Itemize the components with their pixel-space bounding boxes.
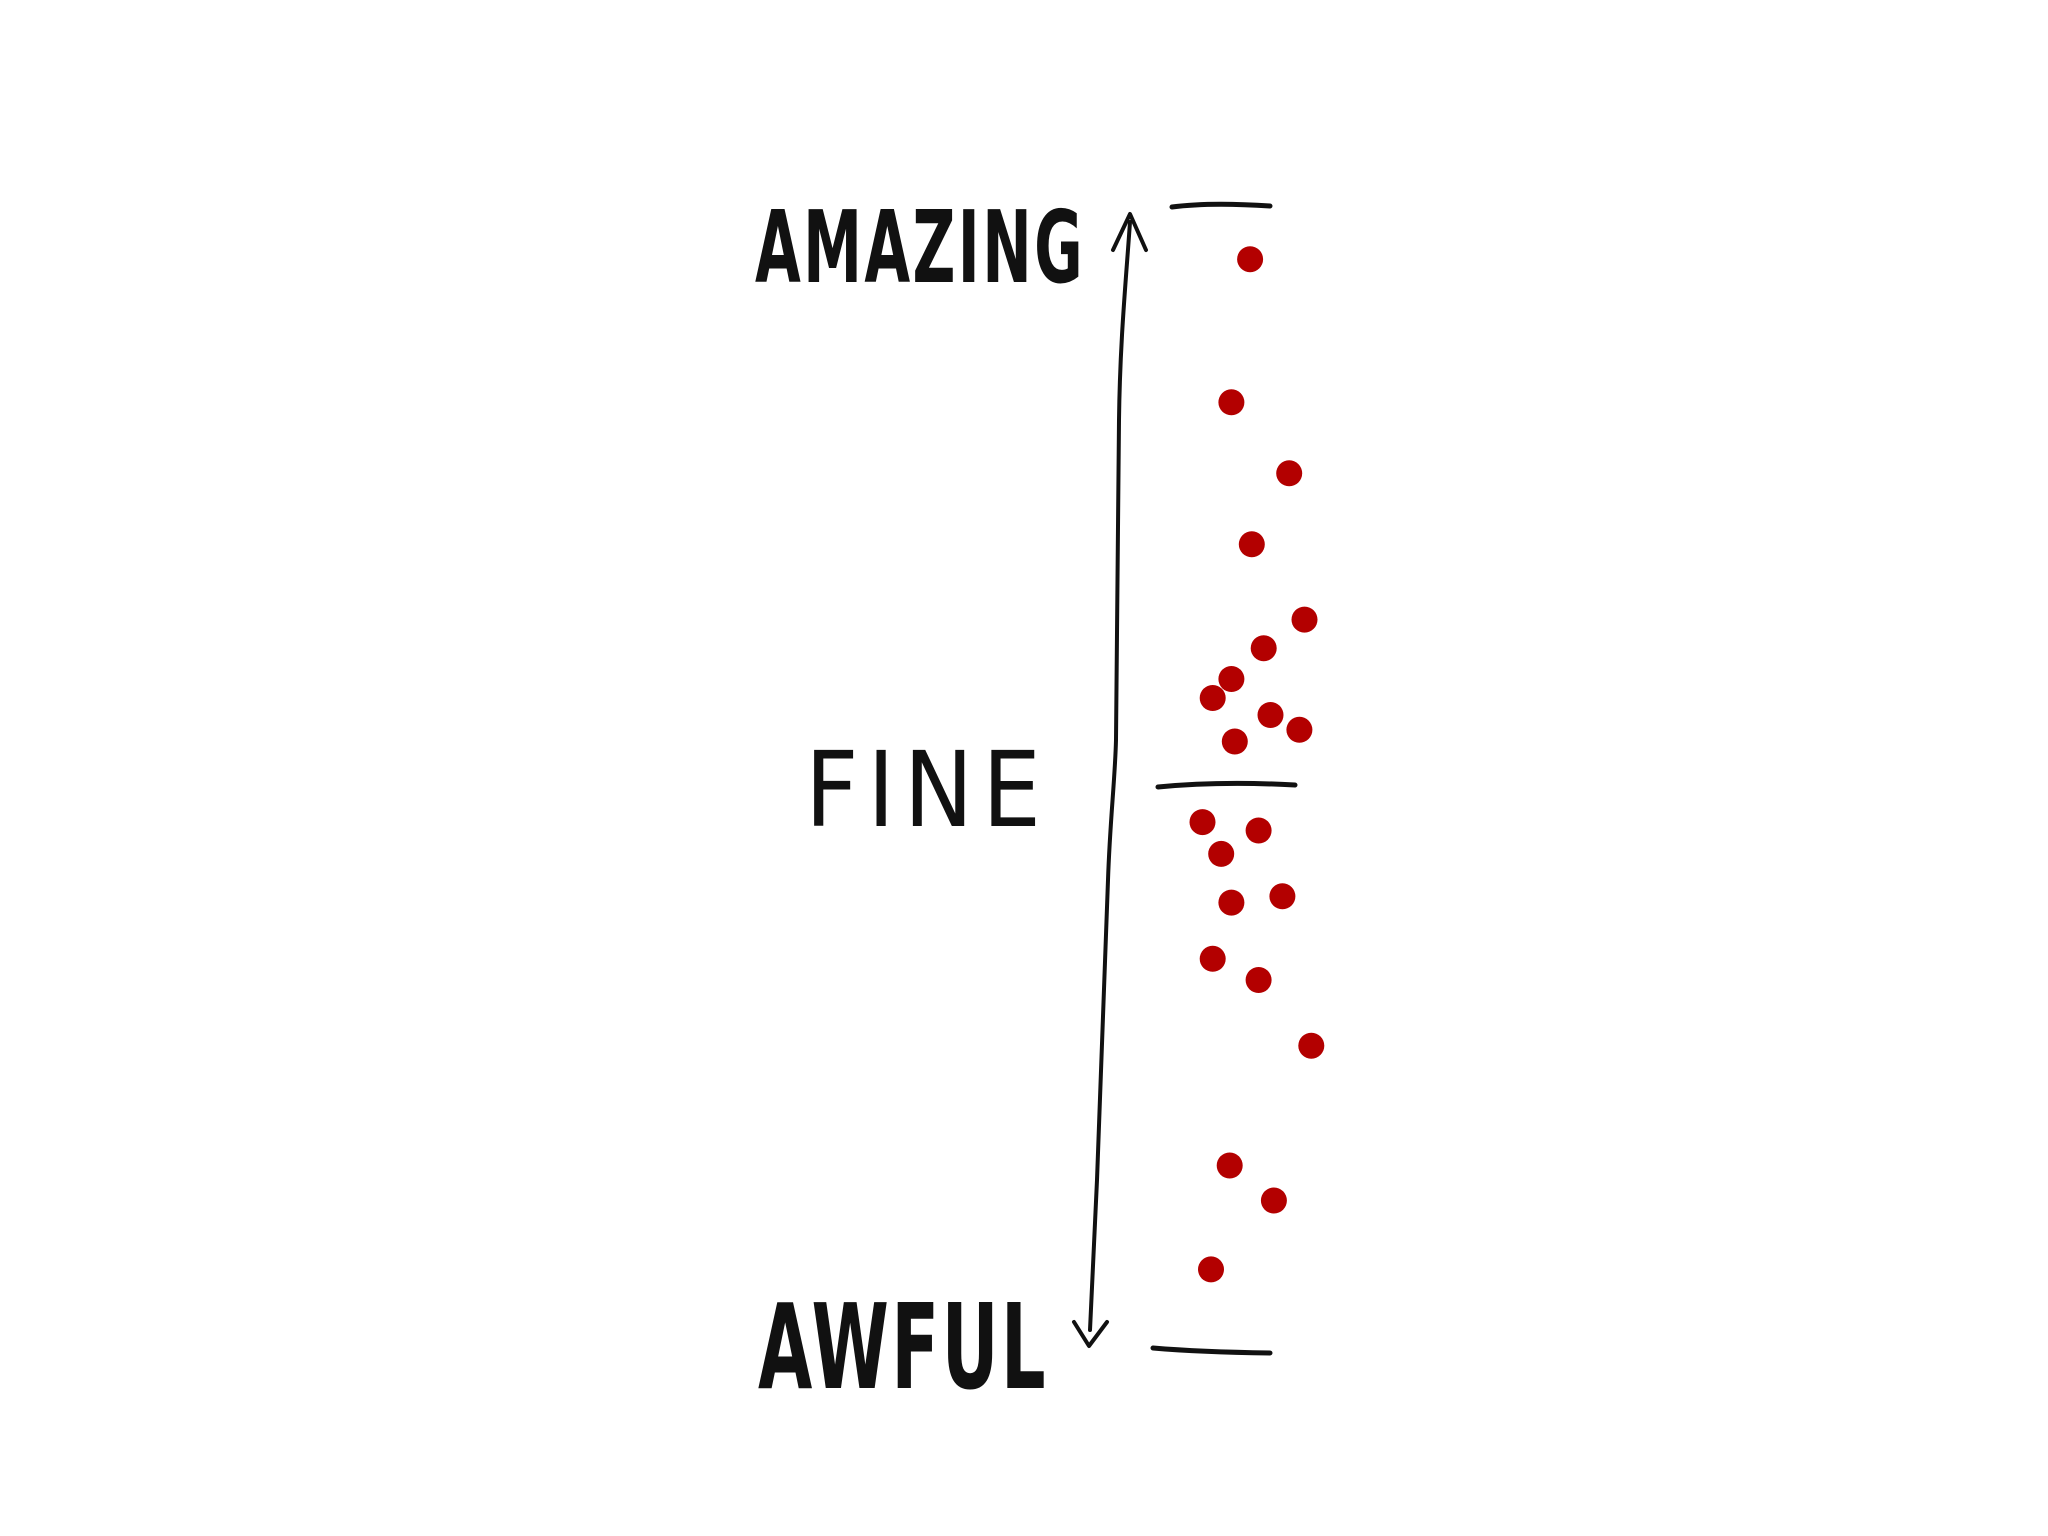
rating-dot-15: [1269, 883, 1296, 910]
label-fine: FINE: [805, 729, 1050, 851]
rating-dot-14: [1208, 840, 1235, 867]
rating-dot-6: [1250, 635, 1277, 662]
tick-awful: [1150, 1345, 1273, 1356]
rating-dots: [1189, 246, 1325, 1283]
rating-dot-4: [1238, 531, 1265, 558]
rating-dot-18: [1245, 967, 1272, 993]
rating-dot-22: [1198, 1256, 1224, 1283]
rating-dot-20: [1216, 1152, 1243, 1179]
rating-dot-1: [1237, 246, 1264, 273]
arrow-down-icon: [1072, 1320, 1109, 1348]
tick-amazing: [1169, 201, 1273, 210]
arrow-up-icon: [1111, 212, 1148, 252]
rating-dot-8: [1199, 685, 1226, 711]
rating-dot-11: [1221, 728, 1248, 755]
rating-dot-21: [1260, 1187, 1287, 1214]
rating-dot-5: [1291, 606, 1318, 633]
rating-dot-13: [1245, 817, 1272, 844]
rating-dot-3: [1276, 460, 1303, 487]
rating-dot-2: [1218, 389, 1245, 416]
rating-dot-19: [1298, 1032, 1325, 1059]
rating-dot-17: [1199, 945, 1226, 972]
rating-dot-7: [1218, 666, 1245, 692]
rating-dot-16: [1218, 889, 1245, 916]
rating-dot-10: [1286, 716, 1313, 743]
tick-fine: [1155, 780, 1298, 790]
scale-arrow-shaft: [1088, 220, 1132, 1332]
label-amazing: AMAZING: [755, 189, 1085, 306]
rating-dot-9: [1257, 702, 1284, 728]
label-awful: AWFUL: [758, 1278, 1048, 1416]
rating-dot-12: [1189, 809, 1216, 836]
